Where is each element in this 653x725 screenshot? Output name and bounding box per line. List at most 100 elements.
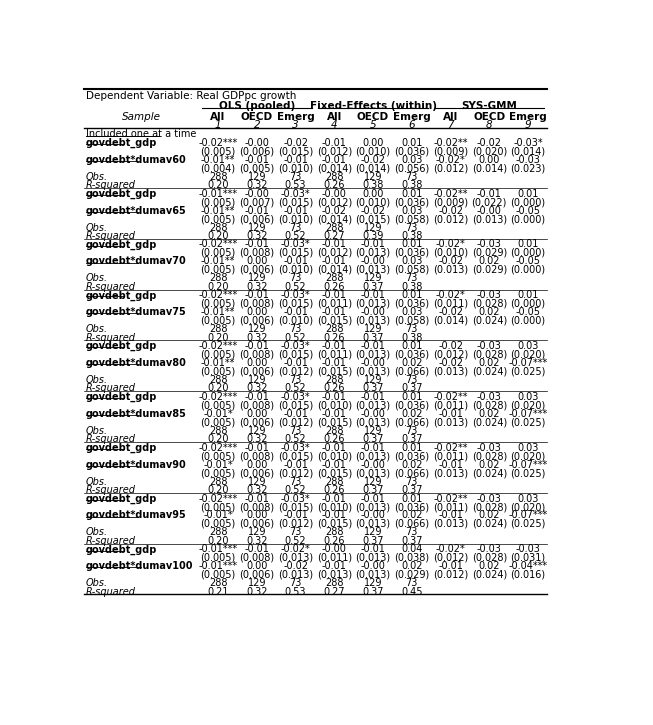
Text: -0.01: -0.01 bbox=[283, 460, 308, 470]
Text: (0.024): (0.024) bbox=[471, 468, 507, 479]
Text: Obs.: Obs. bbox=[86, 426, 108, 436]
Text: 0.52: 0.52 bbox=[285, 282, 306, 291]
Text: (0.004): (0.004) bbox=[200, 163, 236, 173]
Text: -0.02: -0.02 bbox=[438, 206, 463, 215]
Text: -0.01***: -0.01*** bbox=[199, 561, 238, 571]
Text: -0.05: -0.05 bbox=[515, 307, 541, 318]
Text: 129: 129 bbox=[247, 223, 266, 233]
Text: Obs.: Obs. bbox=[86, 528, 108, 537]
Text: govdebt*dumav75: govdebt*dumav75 bbox=[86, 307, 186, 318]
Text: Sample: Sample bbox=[122, 112, 161, 122]
Text: 0.00: 0.00 bbox=[246, 257, 268, 266]
Text: 0.37: 0.37 bbox=[362, 485, 384, 495]
Text: -0.01**: -0.01** bbox=[201, 206, 235, 215]
Text: 129: 129 bbox=[364, 375, 382, 385]
Text: 0.02: 0.02 bbox=[479, 307, 500, 318]
Text: -0.01: -0.01 bbox=[322, 341, 347, 351]
Text: (0.015): (0.015) bbox=[317, 519, 352, 529]
Text: -0.02*: -0.02* bbox=[436, 154, 466, 165]
Text: (0.028): (0.028) bbox=[471, 502, 507, 512]
Text: 129: 129 bbox=[364, 476, 382, 486]
Text: (0.016): (0.016) bbox=[511, 570, 546, 580]
Text: -0.01**: -0.01** bbox=[201, 154, 235, 165]
Text: 73: 73 bbox=[406, 273, 418, 283]
Text: -0.02**: -0.02** bbox=[434, 392, 468, 402]
Text: (0.028): (0.028) bbox=[471, 451, 507, 461]
Text: -0.01: -0.01 bbox=[360, 239, 385, 249]
Text: -0.02: -0.02 bbox=[477, 138, 502, 148]
Text: -0.02*: -0.02* bbox=[436, 544, 466, 555]
Text: (0.000): (0.000) bbox=[511, 214, 546, 224]
Text: 2: 2 bbox=[253, 120, 260, 130]
Text: (0.025): (0.025) bbox=[511, 367, 546, 376]
Text: 0.26: 0.26 bbox=[323, 181, 345, 190]
Text: R-squared: R-squared bbox=[86, 181, 136, 190]
Text: 0.00: 0.00 bbox=[479, 154, 500, 165]
Text: (0.020): (0.020) bbox=[511, 502, 546, 512]
Text: 1: 1 bbox=[215, 120, 221, 130]
Text: -0.00: -0.00 bbox=[322, 188, 347, 199]
Text: (0.015): (0.015) bbox=[355, 214, 390, 224]
Text: (0.025): (0.025) bbox=[511, 519, 546, 529]
Text: (0.013): (0.013) bbox=[355, 349, 390, 360]
Text: 129: 129 bbox=[247, 324, 266, 334]
Text: 7: 7 bbox=[447, 120, 454, 130]
Text: (0.066): (0.066) bbox=[394, 468, 429, 479]
Text: 0.39: 0.39 bbox=[362, 231, 384, 241]
Text: -0.03*: -0.03* bbox=[281, 494, 310, 504]
Text: 4: 4 bbox=[331, 120, 338, 130]
Text: (0.023): (0.023) bbox=[511, 163, 546, 173]
Text: -0.01: -0.01 bbox=[283, 510, 308, 521]
Text: 0.03: 0.03 bbox=[517, 392, 539, 402]
Text: 0.00: 0.00 bbox=[246, 358, 268, 368]
Text: R-squared: R-squared bbox=[86, 485, 136, 495]
Text: -0.02***: -0.02*** bbox=[199, 443, 238, 452]
Text: 0.38: 0.38 bbox=[401, 282, 422, 291]
Text: 73: 73 bbox=[289, 426, 302, 436]
Text: (0.015): (0.015) bbox=[317, 468, 352, 479]
Text: Fixed-Effects (within): Fixed-Effects (within) bbox=[310, 101, 436, 111]
Text: -0.01: -0.01 bbox=[244, 544, 269, 555]
Text: (0.011): (0.011) bbox=[433, 451, 468, 461]
Text: -0.03: -0.03 bbox=[477, 290, 502, 300]
Text: (0.006): (0.006) bbox=[239, 418, 274, 427]
Text: 0.20: 0.20 bbox=[207, 333, 229, 343]
Text: (0.005): (0.005) bbox=[200, 400, 236, 410]
Text: 288: 288 bbox=[325, 528, 343, 537]
Text: 0.02: 0.02 bbox=[401, 561, 422, 571]
Text: (0.011): (0.011) bbox=[433, 299, 468, 309]
Text: (0.008): (0.008) bbox=[239, 349, 274, 360]
Text: 0.01: 0.01 bbox=[401, 494, 422, 504]
Text: 0.01: 0.01 bbox=[517, 290, 539, 300]
Text: 0.27: 0.27 bbox=[323, 587, 345, 597]
Text: (0.013): (0.013) bbox=[355, 418, 390, 427]
Text: 0.37: 0.37 bbox=[401, 536, 422, 546]
Text: -0.03*: -0.03* bbox=[281, 290, 310, 300]
Text: -0.01*: -0.01* bbox=[203, 460, 233, 470]
Text: 0.32: 0.32 bbox=[246, 587, 268, 597]
Text: -0.01: -0.01 bbox=[322, 460, 347, 470]
Text: 0.20: 0.20 bbox=[207, 231, 229, 241]
Text: 0.02: 0.02 bbox=[401, 409, 422, 419]
Text: (0.015): (0.015) bbox=[278, 146, 313, 157]
Text: 288: 288 bbox=[325, 172, 343, 182]
Text: Obs.: Obs. bbox=[86, 273, 108, 283]
Text: (0.008): (0.008) bbox=[239, 553, 274, 563]
Text: (0.013): (0.013) bbox=[355, 502, 390, 512]
Text: 0.32: 0.32 bbox=[246, 231, 268, 241]
Text: (0.009): (0.009) bbox=[433, 197, 468, 207]
Text: (0.008): (0.008) bbox=[239, 502, 274, 512]
Text: 0.00: 0.00 bbox=[362, 188, 384, 199]
Text: (0.020): (0.020) bbox=[511, 400, 546, 410]
Text: 0.37: 0.37 bbox=[362, 587, 384, 597]
Text: 0.01: 0.01 bbox=[401, 138, 422, 148]
Text: govdebt_gdp: govdebt_gdp bbox=[86, 138, 157, 148]
Text: 0.26: 0.26 bbox=[323, 384, 345, 394]
Text: (0.031): (0.031) bbox=[511, 553, 546, 563]
Text: 0.00: 0.00 bbox=[246, 510, 268, 521]
Text: 0.53: 0.53 bbox=[285, 181, 306, 190]
Text: Emerg: Emerg bbox=[277, 112, 314, 122]
Text: -0.02**: -0.02** bbox=[434, 138, 468, 148]
Text: (0.013): (0.013) bbox=[355, 468, 390, 479]
Text: Obs.: Obs. bbox=[86, 375, 108, 385]
